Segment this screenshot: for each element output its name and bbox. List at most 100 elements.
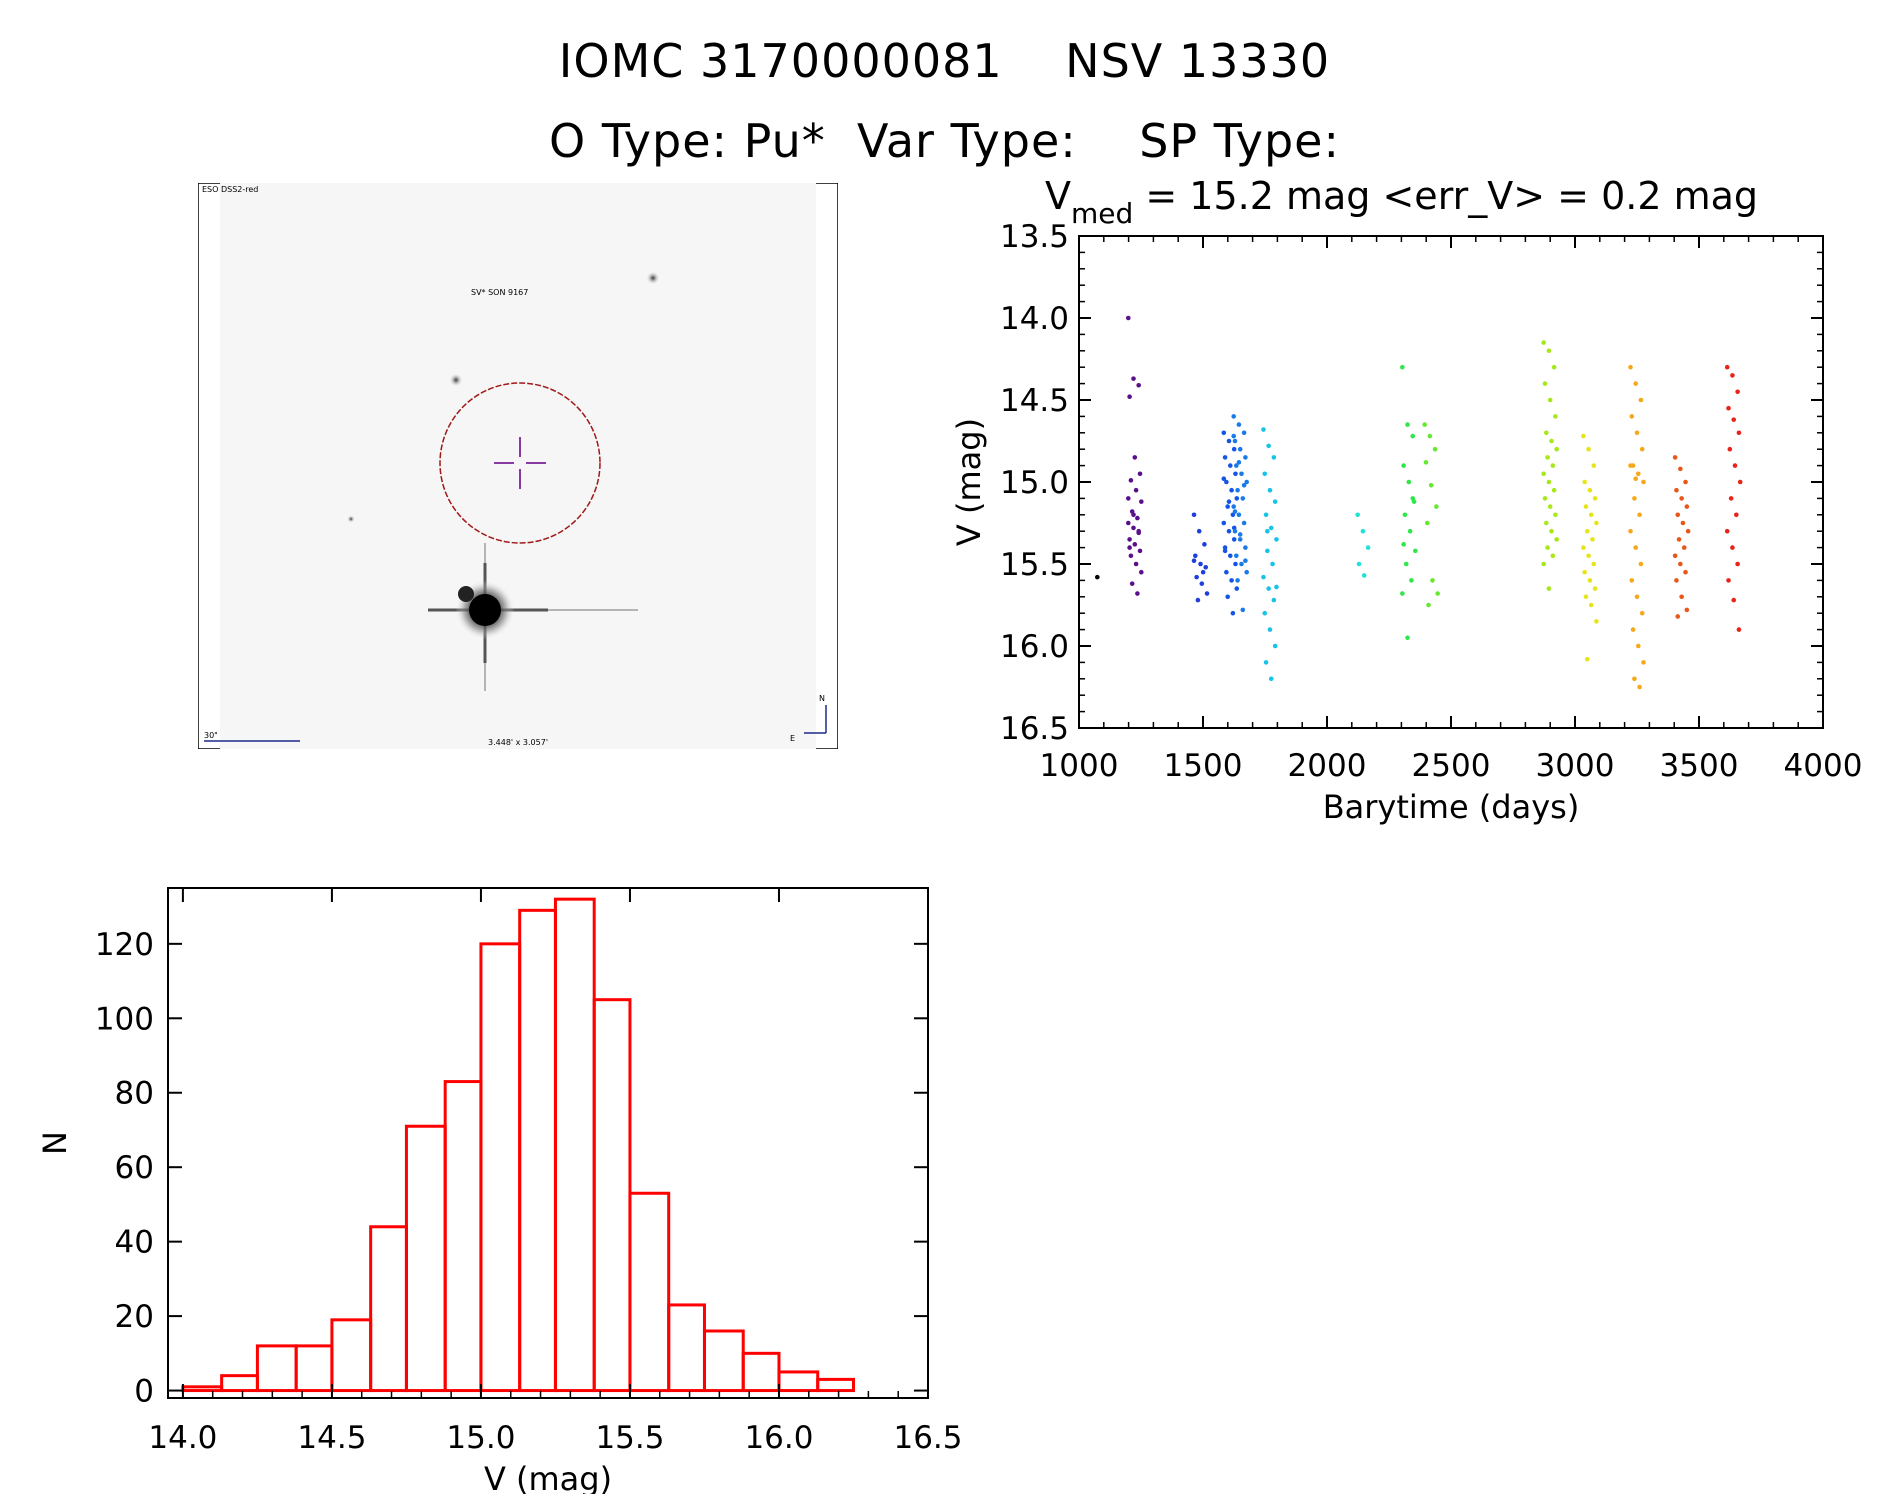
- data-point: [1240, 607, 1246, 613]
- data-point: [1400, 364, 1405, 370]
- histogram-bar: [628, 1191, 671, 1393]
- data-point: [1193, 553, 1198, 559]
- data-point: [1428, 482, 1434, 488]
- data-point: [1200, 569, 1206, 575]
- data-point: [1243, 558, 1248, 564]
- data-point: [1232, 438, 1238, 444]
- hist-y-axis-label: N: [36, 1131, 74, 1155]
- data-point: [1674, 578, 1679, 583]
- data-point: [1633, 476, 1638, 482]
- histogram-bar: [330, 1318, 373, 1393]
- data-point: [1546, 586, 1552, 591]
- data-point: [1271, 597, 1277, 603]
- y-tick-label: 80: [115, 1076, 154, 1112]
- histogram-bar: [404, 1124, 447, 1393]
- data-point: [1221, 520, 1227, 526]
- data-point: [1221, 430, 1227, 436]
- data-point: [1583, 594, 1589, 600]
- data-point: [1542, 381, 1548, 386]
- data-point: [1240, 496, 1246, 501]
- data-point: [1636, 471, 1641, 477]
- data-point: [1127, 545, 1132, 550]
- data-point: [1672, 455, 1678, 460]
- plot-frame: [1078, 235, 1824, 729]
- data-point: [1226, 438, 1232, 444]
- data-point: [1133, 487, 1139, 493]
- x-tick-label: 16.0: [744, 1420, 813, 1456]
- data-point: [1674, 487, 1679, 493]
- data-point: [1135, 591, 1140, 596]
- data-point: [1724, 528, 1730, 534]
- data-point: [1203, 564, 1209, 570]
- data-point: [1244, 569, 1249, 575]
- histogram-bar: [220, 1374, 259, 1393]
- data-point: [1229, 578, 1234, 583]
- data-point: [1629, 414, 1635, 419]
- data-point: [1236, 460, 1242, 465]
- data-point: [1582, 479, 1587, 485]
- data-point: [1549, 528, 1554, 534]
- data-point: [1410, 433, 1416, 439]
- data-point: [1241, 520, 1247, 526]
- data-point: [1434, 504, 1439, 509]
- data-point: [1726, 405, 1731, 411]
- data-point: [1127, 394, 1132, 400]
- x-tick-label: 1500: [1164, 748, 1243, 784]
- data-point: [1407, 528, 1413, 534]
- data-point: [1261, 574, 1266, 580]
- data-point: [1639, 446, 1645, 452]
- data-point: [1239, 561, 1244, 567]
- histogram-bar: [667, 1303, 706, 1393]
- data-point: [1426, 602, 1431, 608]
- data-point: [1136, 530, 1141, 536]
- data-point: [1675, 614, 1681, 619]
- data-point: [1547, 504, 1553, 509]
- data-point: [1128, 553, 1134, 559]
- data-point: [1424, 520, 1430, 526]
- data-point: [1135, 515, 1140, 521]
- data-point: [1234, 496, 1240, 501]
- data-point: [1267, 487, 1273, 493]
- page-title: IOMC 3170000081 NSV 13330: [558, 34, 1331, 88]
- x-tick-label: 4000: [1784, 748, 1863, 784]
- data-point: [1133, 561, 1139, 567]
- data-point: [1360, 528, 1366, 534]
- data-point: [1427, 433, 1433, 439]
- data-point: [1126, 496, 1131, 501]
- data-point: [1628, 364, 1633, 370]
- x-tick-label: 2000: [1288, 748, 1367, 784]
- data-point: [1191, 558, 1197, 564]
- data-point: [1588, 602, 1594, 608]
- data-point: [1274, 584, 1279, 590]
- faint-star: [449, 373, 463, 387]
- data-point: [1633, 381, 1638, 386]
- data-point: [1196, 528, 1202, 534]
- data-point: [1232, 509, 1238, 514]
- data-point: [1128, 478, 1134, 483]
- data-point: [1422, 422, 1427, 427]
- data-point: [1263, 660, 1269, 665]
- data-point: [1230, 610, 1236, 616]
- data-point: [1262, 471, 1268, 477]
- data-point: [1401, 463, 1406, 468]
- data-point: [1265, 528, 1270, 534]
- data-point: [1267, 627, 1273, 632]
- data-point: [1554, 537, 1559, 542]
- data-point: [1587, 578, 1593, 583]
- data-point: [1592, 496, 1598, 501]
- data-point: [1136, 382, 1141, 388]
- data-point: [1204, 591, 1210, 596]
- data-point: [1272, 643, 1278, 649]
- data-point: [1225, 504, 1230, 509]
- data-point: [1541, 340, 1546, 345]
- data-point: [1553, 414, 1558, 419]
- data-point: [1132, 542, 1138, 547]
- data-point: [1222, 548, 1228, 554]
- data-point: [1685, 528, 1691, 534]
- data-point: [1727, 446, 1733, 452]
- data-point: [1735, 561, 1740, 567]
- data-point: [1224, 569, 1229, 575]
- data-point: [1236, 512, 1242, 518]
- data-point: [1234, 463, 1239, 468]
- histogram-bar: [294, 1344, 334, 1393]
